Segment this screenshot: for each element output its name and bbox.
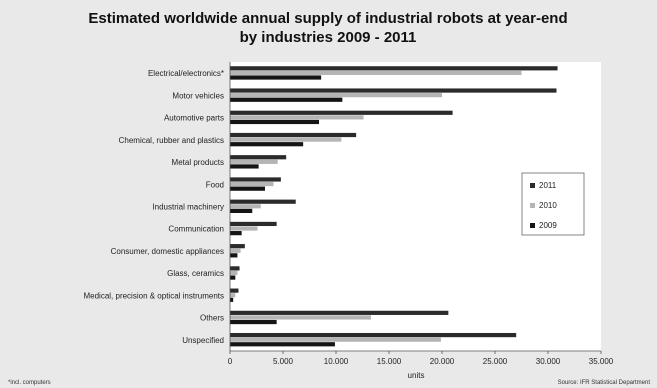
bar-2011-11 <box>230 310 449 315</box>
bar-2010-5 <box>230 181 274 187</box>
category-labels: Electrical/electronics* Motor vehicles Aut… <box>83 69 224 345</box>
legend: 2011 2010 2009 <box>521 172 585 236</box>
x-tick-label: 15.000 <box>377 357 402 366</box>
bar-2009-12 <box>230 342 335 347</box>
x-axis-ticks: 0 5.000 10.000 15.000 20.000 25.000 30.000 35.0… <box>228 351 614 366</box>
bar-2011-2 <box>230 110 453 115</box>
category-label: Food <box>206 180 224 189</box>
legend-swatch-2009 <box>530 223 535 228</box>
bar-2010-8 <box>230 248 241 253</box>
category-label: Communication <box>168 225 224 234</box>
bar-2009-4 <box>230 164 259 169</box>
legend-label-2011: 2011 <box>539 181 557 190</box>
bar-2010-12 <box>230 337 441 342</box>
x-tick-label: 20.000 <box>430 357 455 366</box>
bar-2010-10 <box>230 293 236 298</box>
bar-2009-8 <box>230 253 238 258</box>
bar-2011-12 <box>230 332 517 338</box>
bar-2009-2 <box>230 119 320 125</box>
category-label: Others <box>200 314 224 323</box>
bars-group <box>230 66 558 347</box>
bar-2011-6 <box>230 199 296 204</box>
bar-2010-0 <box>230 70 522 76</box>
bar-2011-10 <box>230 288 239 293</box>
category-label: Industrial machinery <box>152 203 224 212</box>
legend-label-2010: 2010 <box>539 201 557 210</box>
bar-2011-3 <box>230 132 357 138</box>
bar-2010-11 <box>230 315 371 320</box>
bar-2010-9 <box>230 270 238 276</box>
bar-2009-11 <box>230 319 277 325</box>
x-tick-label: 0 <box>228 357 233 366</box>
bar-2010-6 <box>230 204 261 209</box>
legend-swatch-2010 <box>530 203 535 208</box>
bar-2010-4 <box>230 159 278 164</box>
bar-2010-7 <box>230 226 258 231</box>
bar-2009-1 <box>230 97 343 102</box>
x-tick-label: 35.000 <box>589 357 614 366</box>
category-label: Automotive parts <box>164 114 224 123</box>
category-label: Glass, ceramics <box>167 269 224 278</box>
bar-2009-7 <box>230 231 242 236</box>
x-tick-label: 25.000 <box>483 357 508 366</box>
x-axis-label: units <box>408 371 425 380</box>
bar-2010-1 <box>230 93 442 98</box>
bar-2009-10 <box>230 297 234 302</box>
legend-swatch-2011 <box>530 183 535 188</box>
x-tick-label: 10.000 <box>324 357 349 366</box>
bar-2009-5 <box>230 186 265 191</box>
category-label: Electrical/electronics* <box>148 69 224 78</box>
bar-2009-6 <box>230 208 253 213</box>
bar-2011-1 <box>230 88 557 93</box>
category-label: Chemical, rubber and plastics <box>119 136 224 145</box>
bar-2009-3 <box>230 142 304 147</box>
footnote-left: *incl. computers <box>8 380 51 386</box>
x-tick-label: 30.000 <box>536 357 561 366</box>
bar-2011-9 <box>230 266 240 271</box>
footnote-right: Source: IFR Statistical Department <box>558 380 651 386</box>
bar-2011-4 <box>230 155 287 160</box>
category-label: Motor vehicles <box>172 91 224 100</box>
bar-2011-7 <box>230 221 277 227</box>
category-label: Metal products <box>172 158 224 167</box>
category-label: Consumer, domestic appliances <box>111 247 224 256</box>
bar-2011-5 <box>230 177 281 182</box>
bar-2009-9 <box>230 275 236 280</box>
bar-2010-2 <box>230 115 364 120</box>
bar-2009-0 <box>230 75 322 80</box>
bar-2011-0 <box>230 66 558 71</box>
legend-label-2009: 2009 <box>539 221 557 230</box>
category-label: Unspecified <box>182 336 224 345</box>
x-tick-label: 5.000 <box>273 357 294 366</box>
bar-2010-3 <box>230 137 342 142</box>
chart-title-line2: by industries 2009 - 2011 <box>240 29 417 46</box>
category-label: Medical, precision & optical instruments <box>83 291 224 300</box>
bar-2011-8 <box>230 244 245 249</box>
chart-title-line1: Estimated worldwide annual supply of ind… <box>88 10 567 27</box>
